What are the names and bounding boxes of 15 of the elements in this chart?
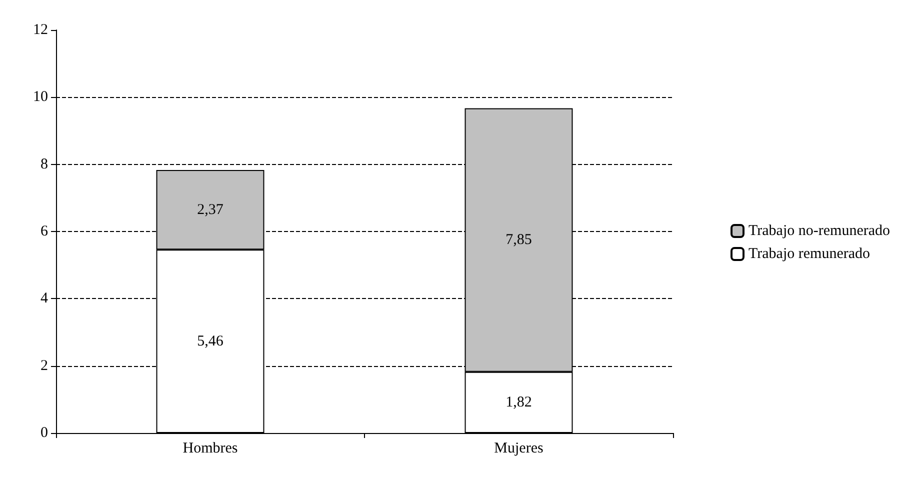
legend-label: Trabajo no-remunerado: [748, 223, 890, 239]
y-tick-label: 2: [40, 358, 48, 374]
y-tick-label: 10: [33, 89, 48, 106]
y-tick-label: 0: [40, 425, 48, 441]
data-label: 5,46: [197, 333, 224, 350]
legend-label: Trabajo remunerado: [748, 246, 870, 262]
y-tick-label: 8: [40, 156, 48, 172]
y-tick-label: 12: [33, 22, 48, 38]
data-label: 2,37: [197, 202, 224, 218]
y-tick-label: 6: [40, 224, 48, 240]
x-tick-label: Mujeres: [494, 440, 544, 456]
data-label: 7,85: [506, 232, 532, 248]
x-tick-label: Hombres: [182, 440, 238, 456]
data-label: 1,82: [506, 394, 532, 410]
y-tick-label: 4: [40, 290, 48, 307]
